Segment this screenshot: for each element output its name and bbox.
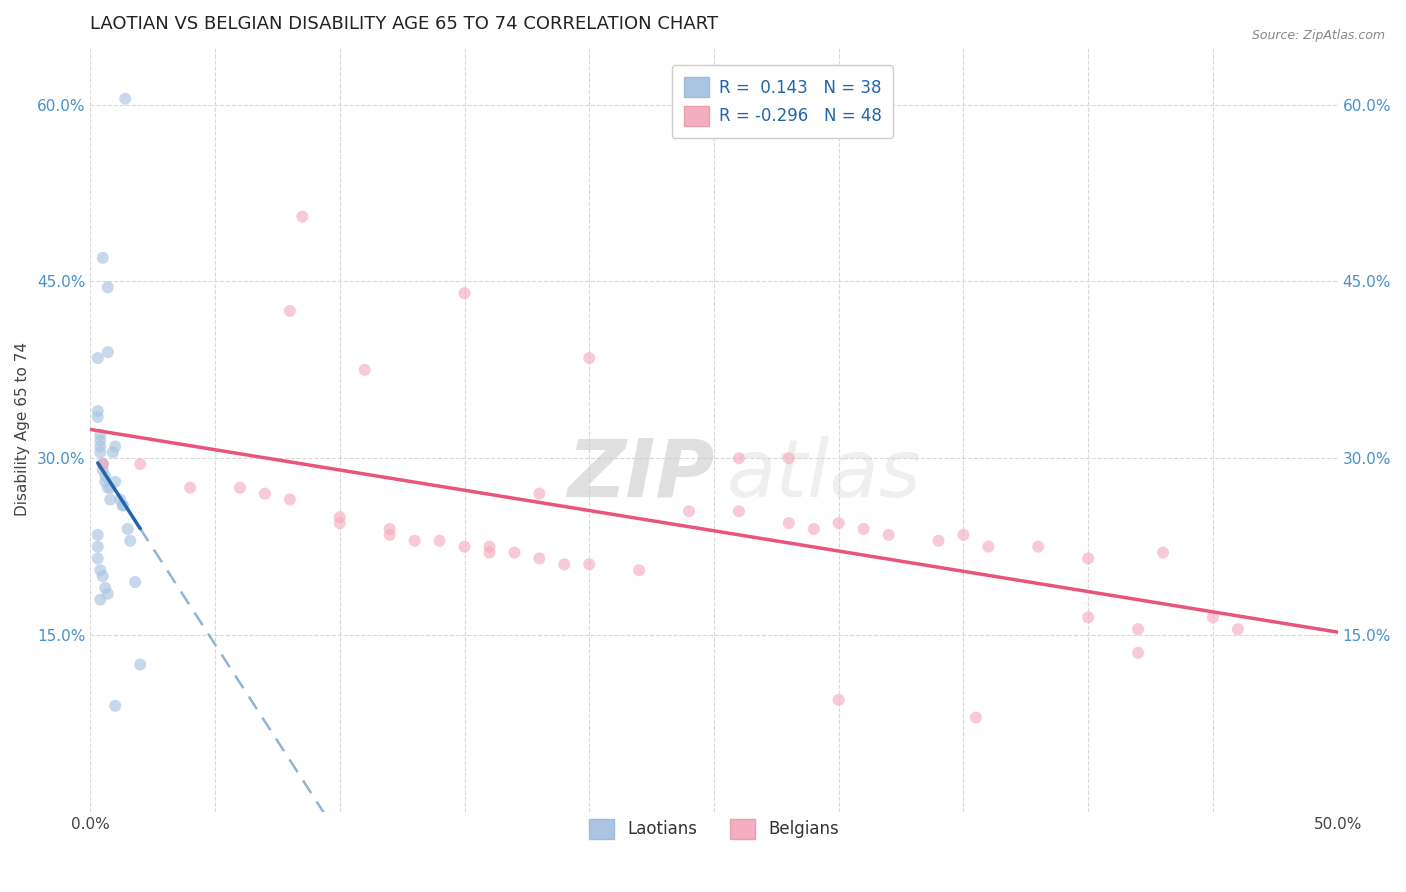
Point — [104, 475, 127, 489]
Point — [877, 528, 900, 542]
Point — [1077, 551, 1099, 566]
Point — [97, 481, 120, 495]
Text: ZIP: ZIP — [567, 436, 714, 514]
Text: atlas: atlas — [727, 436, 921, 514]
Point — [94, 475, 117, 489]
Point — [429, 533, 451, 548]
Point — [91, 569, 114, 583]
Point — [852, 522, 875, 536]
Point — [278, 492, 301, 507]
Point — [278, 304, 301, 318]
Point — [778, 451, 800, 466]
Point — [453, 286, 475, 301]
Point — [87, 409, 110, 424]
Point — [87, 351, 110, 365]
Point — [1077, 610, 1099, 624]
Point — [94, 581, 117, 595]
Point — [803, 522, 825, 536]
Point — [253, 486, 276, 500]
Point — [179, 481, 201, 495]
Point — [927, 533, 949, 548]
Point — [111, 499, 134, 513]
Point — [229, 481, 252, 495]
Point — [828, 516, 851, 530]
Point — [120, 533, 142, 548]
Point — [97, 587, 120, 601]
Point — [89, 427, 111, 442]
Point — [87, 540, 110, 554]
Point — [453, 540, 475, 554]
Point — [1026, 540, 1049, 554]
Point — [977, 540, 1000, 554]
Text: LAOTIAN VS BELGIAN DISABILITY AGE 65 TO 74 CORRELATION CHART: LAOTIAN VS BELGIAN DISABILITY AGE 65 TO … — [90, 15, 718, 33]
Point — [91, 457, 114, 471]
Point — [101, 445, 124, 459]
Point — [1202, 610, 1225, 624]
Point — [94, 469, 117, 483]
Point — [778, 516, 800, 530]
Point — [91, 463, 114, 477]
Point — [111, 499, 134, 513]
Point — [828, 693, 851, 707]
Point — [728, 504, 751, 518]
Point — [129, 457, 152, 471]
Point — [104, 440, 127, 454]
Point — [965, 710, 987, 724]
Point — [478, 540, 501, 554]
Point — [89, 563, 111, 577]
Point — [97, 345, 120, 359]
Point — [1126, 646, 1149, 660]
Point — [89, 445, 111, 459]
Point — [503, 545, 526, 559]
Point — [378, 522, 401, 536]
Point — [124, 574, 146, 589]
Point — [404, 533, 426, 548]
Point — [291, 210, 314, 224]
Point — [329, 516, 352, 530]
Point — [578, 558, 600, 572]
Point — [91, 457, 114, 471]
Point — [89, 440, 111, 454]
Point — [952, 528, 974, 542]
Point — [628, 563, 651, 577]
Point — [117, 522, 139, 536]
Point — [378, 528, 401, 542]
Point — [529, 551, 551, 566]
Point — [98, 481, 121, 495]
Point — [110, 492, 132, 507]
Point — [91, 251, 114, 265]
Point — [728, 451, 751, 466]
Point — [87, 404, 110, 418]
Legend: Laotians, Belgians: Laotians, Belgians — [582, 812, 846, 846]
Point — [1152, 545, 1174, 559]
Point — [91, 457, 114, 471]
Text: Source: ZipAtlas.com: Source: ZipAtlas.com — [1251, 29, 1385, 42]
Point — [89, 434, 111, 448]
Point — [97, 280, 120, 294]
Point — [478, 545, 501, 559]
Point — [578, 351, 600, 365]
Point — [129, 657, 152, 672]
Point — [87, 551, 110, 566]
Point — [1226, 622, 1249, 636]
Point — [114, 92, 136, 106]
Point — [678, 504, 700, 518]
Point — [529, 486, 551, 500]
Point — [98, 492, 121, 507]
Point — [553, 558, 575, 572]
Point — [1126, 622, 1149, 636]
Point — [353, 363, 375, 377]
Point — [329, 510, 352, 524]
Point — [104, 698, 127, 713]
Y-axis label: Disability Age 65 to 74: Disability Age 65 to 74 — [15, 342, 30, 516]
Point — [89, 592, 111, 607]
Point — [87, 528, 110, 542]
